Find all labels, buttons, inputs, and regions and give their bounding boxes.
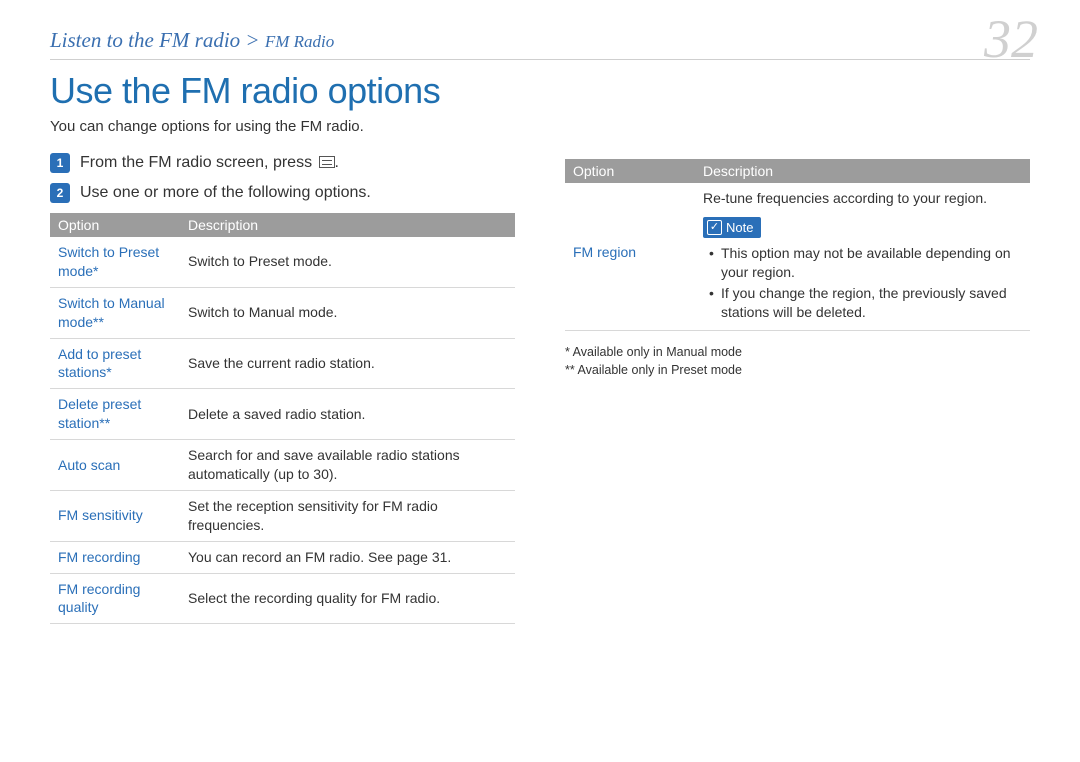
footnote-a: * Available only in Manual mode [565, 343, 1030, 362]
note-item: If you change the region, the previously… [707, 284, 1022, 322]
step-1: 1 From the FM radio screen, press . [50, 153, 515, 173]
footnotes: * Available only in Manual mode ** Avail… [565, 343, 1030, 381]
th-option: Option [50, 213, 180, 237]
options-table-left: Option Description Switch to Preset mode… [50, 213, 515, 624]
breadcrumb-sub: FM Radio [265, 32, 334, 51]
option-desc: Set the reception sensitivity for FM rad… [180, 490, 515, 541]
intro-text: You can change options for using the FM … [50, 118, 1030, 135]
option-name: Add to preset stations* [50, 338, 180, 389]
table-row: Switch to Manual mode**Switch to Manual … [50, 287, 515, 338]
page-title: Use the FM radio options [50, 70, 1030, 112]
divider [50, 59, 1030, 60]
note-label-text: Note [726, 219, 753, 237]
step-2: 2 Use one or more of the following optio… [50, 183, 515, 203]
option-desc: Search for and save available radio stat… [180, 440, 515, 491]
option-name: FM recording [50, 541, 180, 573]
table-row: Delete preset station**Delete a saved ra… [50, 389, 515, 440]
desc-intro: Re-tune frequencies according to your re… [703, 189, 1022, 208]
table-row: Add to preset stations*Save the current … [50, 338, 515, 389]
step-1-post: . [335, 154, 339, 171]
option-name: Delete preset station** [50, 389, 180, 440]
table-row: FM sensitivitySet the reception sensitiv… [50, 490, 515, 541]
option-name: Switch to Manual mode** [50, 287, 180, 338]
table-row: Switch to Preset mode*Switch to Preset m… [50, 237, 515, 287]
step-2-text: Use one or more of the following options… [80, 184, 371, 202]
options-table-right: Option Description FM region Re-tune fre… [565, 159, 1030, 331]
table-row: FM recording qualitySelect the recording… [50, 573, 515, 624]
table-row: FM region Re-tune frequencies according … [565, 183, 1030, 330]
option-name: FM recording quality [50, 573, 180, 624]
option-desc: Delete a saved radio station. [180, 389, 515, 440]
option-desc: Save the current radio station. [180, 338, 515, 389]
option-desc: Switch to Manual mode. [180, 287, 515, 338]
note-list: This option may not be available dependi… [703, 244, 1022, 322]
breadcrumb-sep: > [245, 28, 259, 52]
option-name: Switch to Preset mode* [50, 237, 180, 287]
step-1-pre: From the FM radio screen, press [80, 154, 317, 171]
th-option-r: Option [565, 159, 695, 183]
option-desc: Select the recording quality for FM radi… [180, 573, 515, 624]
check-icon: ✓ [707, 220, 722, 235]
left-column: 1 From the FM radio screen, press . 2 Us… [50, 153, 515, 624]
menu-icon [319, 156, 335, 168]
note-label: ✓ Note [703, 217, 761, 239]
note-box: ✓ Note This option may not be available … [703, 216, 1022, 322]
option-desc: Switch to Preset mode. [180, 237, 515, 287]
breadcrumb-main: Listen to the FM radio [50, 28, 240, 52]
footnote-b: ** Available only in Preset mode [565, 361, 1030, 380]
option-name: FM region [565, 183, 695, 330]
table-row: Auto scanSearch for and save available r… [50, 440, 515, 491]
th-description: Description [180, 213, 515, 237]
page-number: 32 [984, 8, 1038, 70]
option-name: FM sensitivity [50, 490, 180, 541]
th-description-r: Description [695, 159, 1030, 183]
option-desc: You can record an FM radio. See page 31. [180, 541, 515, 573]
step-badge-2: 2 [50, 183, 70, 203]
step-badge-1: 1 [50, 153, 70, 173]
option-name: Auto scan [50, 440, 180, 491]
option-desc: Re-tune frequencies according to your re… [695, 183, 1030, 330]
note-item: This option may not be available dependi… [707, 244, 1022, 282]
right-column: Option Description FM region Re-tune fre… [565, 153, 1030, 624]
step-1-text: From the FM radio screen, press . [80, 154, 339, 172]
table-row: FM recordingYou can record an FM radio. … [50, 541, 515, 573]
breadcrumb: Listen to the FM radio > FM Radio [50, 28, 1030, 53]
